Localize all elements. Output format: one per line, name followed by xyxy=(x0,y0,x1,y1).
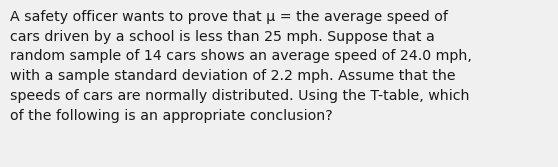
Text: A safety officer wants to prove that μ = the average speed of
cars driven by a s: A safety officer wants to prove that μ =… xyxy=(10,10,472,123)
